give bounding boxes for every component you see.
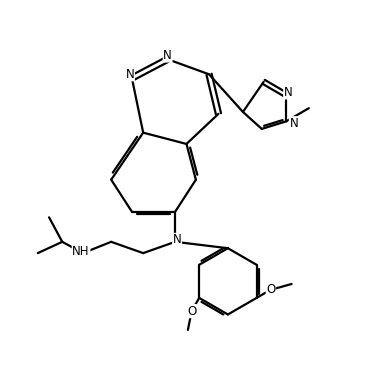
Text: NH: NH (72, 245, 90, 258)
Text: O: O (187, 304, 196, 317)
Text: N: N (284, 86, 293, 99)
Text: O: O (266, 283, 275, 296)
Text: N: N (163, 49, 172, 62)
Text: N: N (126, 68, 134, 81)
Text: N: N (289, 117, 298, 130)
Text: N: N (173, 233, 182, 246)
